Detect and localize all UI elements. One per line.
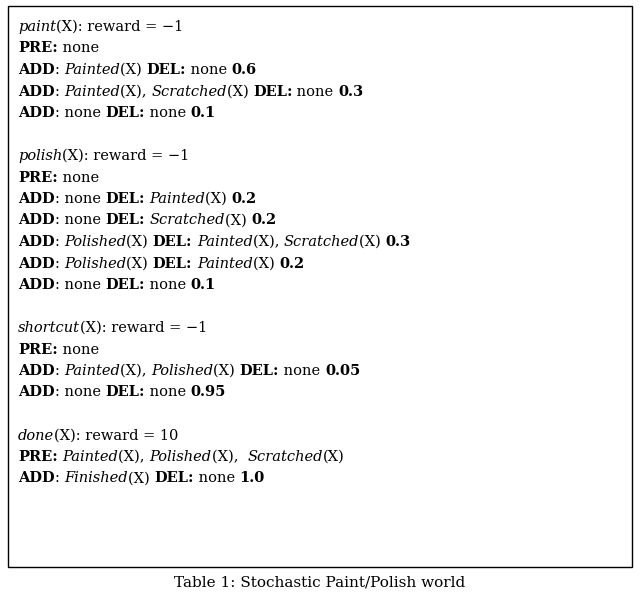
Text: ADD: ADD <box>18 63 54 77</box>
Text: polish: polish <box>18 149 62 163</box>
Text: (X): (X) <box>120 63 147 77</box>
Text: ADD: ADD <box>18 386 54 400</box>
Text: Scratched: Scratched <box>149 214 225 228</box>
Text: ADD: ADD <box>18 192 54 206</box>
Text: (X): (X) <box>225 214 252 228</box>
Text: none: none <box>186 63 232 77</box>
Text: 0.6: 0.6 <box>232 63 257 77</box>
Text: PRE:: PRE: <box>18 171 58 184</box>
Text: Painted: Painted <box>64 364 120 378</box>
Text: :: : <box>54 256 64 271</box>
Text: 0.1: 0.1 <box>191 106 216 120</box>
Text: :: : <box>54 84 64 99</box>
Text: : none: : none <box>54 214 105 228</box>
Text: DEL:: DEL: <box>105 386 145 400</box>
Text: :: : <box>54 235 64 249</box>
Text: ADD: ADD <box>18 256 54 271</box>
Text: (X),: (X), <box>120 364 151 378</box>
Text: 0.3: 0.3 <box>339 84 364 99</box>
Text: none: none <box>145 278 191 292</box>
Text: 0.1: 0.1 <box>191 278 216 292</box>
Text: DEL:: DEL: <box>154 471 194 485</box>
Text: ADD: ADD <box>18 471 54 485</box>
Text: (X),: (X), <box>211 450 247 464</box>
Text: Painted: Painted <box>62 450 118 464</box>
Text: 1.0: 1.0 <box>239 471 264 485</box>
Text: (X): reward = −1: (X): reward = −1 <box>56 20 183 34</box>
Text: Painted: Painted <box>149 192 205 206</box>
Text: (X): (X) <box>253 256 279 271</box>
Text: done: done <box>18 428 54 442</box>
Text: none: none <box>58 171 99 184</box>
Text: ADD: ADD <box>18 235 54 249</box>
Text: none: none <box>58 343 99 357</box>
Text: shortcut: shortcut <box>18 321 80 335</box>
Text: 0.2: 0.2 <box>232 192 257 206</box>
Text: none: none <box>194 471 239 485</box>
Text: : none: : none <box>54 278 105 292</box>
Text: (X): (X) <box>227 84 253 99</box>
Text: (X): (X) <box>323 450 344 464</box>
Text: (X),: (X), <box>120 84 151 99</box>
Text: Painted: Painted <box>64 63 120 77</box>
Text: (X): (X) <box>213 364 239 378</box>
Text: DEL:: DEL: <box>239 364 279 378</box>
Text: :: : <box>54 364 64 378</box>
Text: DEL:: DEL: <box>253 84 292 99</box>
Text: ADD: ADD <box>18 278 54 292</box>
Text: 0.2: 0.2 <box>252 214 276 228</box>
Text: DEL:: DEL: <box>147 63 186 77</box>
Text: ADD: ADD <box>18 106 54 120</box>
Text: none: none <box>292 84 339 99</box>
Text: (X),: (X), <box>253 235 284 249</box>
Text: (X): (X) <box>126 256 152 271</box>
Text: Polished: Polished <box>64 256 126 271</box>
Text: DEL:: DEL: <box>105 192 145 206</box>
Text: Polished: Polished <box>151 364 213 378</box>
Text: 0.3: 0.3 <box>386 235 411 249</box>
Text: (X),: (X), <box>118 450 149 464</box>
Text: 0.95: 0.95 <box>191 386 226 400</box>
Text: (X): (X) <box>205 192 232 206</box>
Text: Polished: Polished <box>149 450 211 464</box>
Text: (X): reward = −1: (X): reward = −1 <box>80 321 207 335</box>
Text: DEL:: DEL: <box>152 235 192 249</box>
Text: (X): (X) <box>359 235 386 249</box>
Text: PRE:: PRE: <box>18 42 58 56</box>
Text: none: none <box>58 42 99 56</box>
Text: Polished: Polished <box>64 235 126 249</box>
Text: (X): (X) <box>126 235 152 249</box>
Text: none: none <box>145 386 191 400</box>
Text: : none: : none <box>54 192 105 206</box>
Text: ADD: ADD <box>18 84 54 99</box>
Text: Painted: Painted <box>64 84 120 99</box>
Text: Painted: Painted <box>196 256 253 271</box>
Text: : none: : none <box>54 106 105 120</box>
Text: Scratched: Scratched <box>247 450 323 464</box>
Text: none: none <box>279 364 325 378</box>
Text: :: : <box>54 63 64 77</box>
Text: ADD: ADD <box>18 214 54 228</box>
Text: (X): reward = −1: (X): reward = −1 <box>62 149 189 163</box>
Text: paint: paint <box>18 20 56 34</box>
Text: Table 1: Stochastic Paint/Polish world: Table 1: Stochastic Paint/Polish world <box>174 575 466 589</box>
Text: : none: : none <box>54 386 105 400</box>
Text: 0.05: 0.05 <box>325 364 360 378</box>
Text: none: none <box>145 106 191 120</box>
Text: 0.2: 0.2 <box>279 256 304 271</box>
Text: Scratched: Scratched <box>284 235 359 249</box>
Text: Scratched: Scratched <box>151 84 227 99</box>
Text: PRE:: PRE: <box>18 343 58 357</box>
Text: PRE:: PRE: <box>18 450 58 464</box>
Text: DEL:: DEL: <box>105 214 145 228</box>
Text: Finished: Finished <box>64 471 128 485</box>
Text: DEL:: DEL: <box>105 278 145 292</box>
Text: DEL:: DEL: <box>152 256 192 271</box>
Text: ADD: ADD <box>18 364 54 378</box>
Text: (X): reward = 10: (X): reward = 10 <box>54 428 179 442</box>
Text: Painted: Painted <box>196 235 253 249</box>
Text: DEL:: DEL: <box>105 106 145 120</box>
Text: (X): (X) <box>128 471 154 485</box>
Text: :: : <box>54 471 64 485</box>
